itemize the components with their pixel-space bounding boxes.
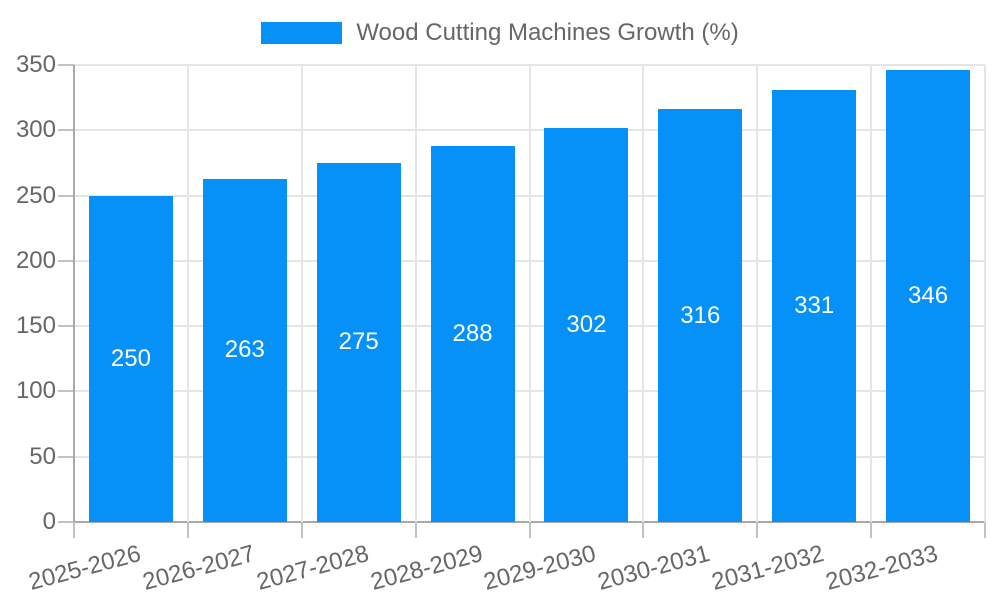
bar[interactable]	[88, 195, 173, 522]
bar[interactable]	[772, 89, 857, 522]
bar[interactable]	[430, 145, 515, 522]
bar[interactable]	[658, 109, 743, 522]
gridline-vertical	[642, 65, 645, 522]
bar[interactable]	[886, 70, 971, 522]
x-tick-label: 2027-2028	[253, 540, 372, 596]
y-tick-mark	[58, 455, 74, 458]
x-tick-mark	[414, 522, 417, 538]
gridline-horizontal	[74, 64, 985, 66]
gridline-vertical	[528, 65, 531, 522]
y-tick-label: 300	[15, 116, 56, 144]
y-axis-line	[73, 65, 75, 522]
x-tick-mark	[870, 522, 873, 538]
gridline-vertical	[414, 65, 417, 522]
y-tick-mark	[58, 64, 74, 66]
gridline-vertical	[870, 65, 873, 522]
legend-label: Wood Cutting Machines Growth (%)	[356, 19, 739, 46]
y-tick-mark	[58, 521, 74, 523]
x-tick-label: 2026-2027	[139, 540, 258, 596]
x-tick-mark	[300, 522, 303, 538]
x-tick-mark	[186, 522, 189, 538]
y-tick-mark	[58, 194, 74, 197]
bar[interactable]	[544, 127, 629, 522]
bar[interactable]	[202, 178, 287, 522]
plot-area: 0 50 100 150 200 250 300 350 250 2025-2026 263 2026…	[16, 51, 986, 596]
y-tick-label: 200	[15, 246, 56, 274]
x-tick-mark	[73, 522, 75, 538]
gridline-vertical	[300, 65, 303, 522]
y-tick-label: 250	[15, 181, 56, 209]
x-tick-label: 2025-2026	[25, 540, 144, 596]
y-tick-mark	[58, 390, 74, 393]
gridline-vertical	[756, 65, 759, 522]
y-tick-label: 150	[15, 312, 56, 340]
y-tick-mark	[58, 259, 74, 262]
x-tick-mark	[756, 522, 759, 538]
x-tick-label: 2029-2030	[481, 540, 600, 596]
legend-item[interactable]: Wood Cutting Machines Growth (%)	[0, 21, 1000, 45]
x-tick-label: 2032-2033	[822, 540, 941, 596]
x-tick-label: 2031-2032	[709, 540, 827, 596]
x-tick-mark	[642, 522, 645, 538]
y-tick-label: 50	[29, 442, 56, 470]
y-tick-label: 100	[15, 377, 56, 405]
x-tick-label: 2028-2029	[367, 540, 486, 596]
y-tick-mark	[58, 129, 74, 132]
x-tick-mark	[528, 522, 531, 538]
gridline-vertical	[984, 65, 986, 522]
y-tick-label: 0	[42, 508, 56, 535]
legend-swatch	[261, 22, 343, 44]
bar[interactable]	[316, 162, 401, 522]
y-tick-mark	[58, 325, 74, 328]
gridline-vertical	[186, 65, 189, 522]
y-tick-label: 350	[15, 51, 56, 78]
x-tick-label: 2030-2031	[595, 540, 714, 596]
x-tick-mark	[984, 522, 986, 538]
